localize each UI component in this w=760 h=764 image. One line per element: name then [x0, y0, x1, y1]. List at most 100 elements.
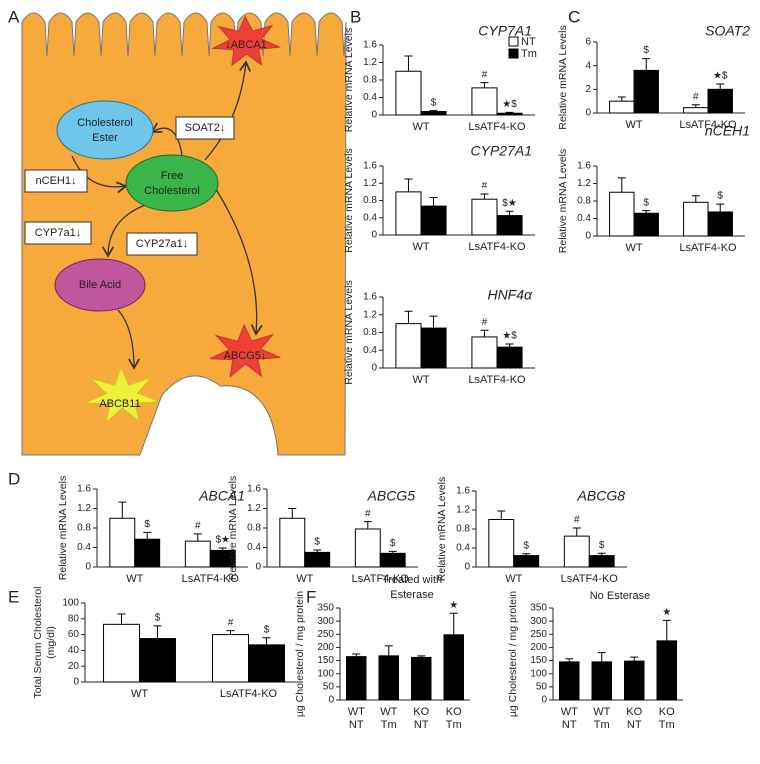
significance-label: $★ [502, 198, 517, 209]
legend-swatch [508, 48, 519, 59]
bar [496, 112, 523, 116]
error-bar [384, 645, 393, 656]
significance-label: ★$ [502, 331, 517, 342]
y-tick-label: 0.4 [363, 92, 377, 103]
bar [354, 528, 381, 568]
bar [420, 327, 447, 369]
x-tick-label: WT [412, 121, 429, 133]
significance-label: $ [431, 97, 437, 108]
y-tick-label: 1.6 [577, 161, 591, 172]
y-tick-label: 0.8 [363, 195, 377, 206]
y-tick-label: 0 [585, 231, 591, 242]
significance-label: $ [144, 519, 150, 530]
node-label: Free [161, 170, 184, 182]
error-bar [617, 177, 626, 193]
transporter [209, 323, 281, 378]
significance-label: # [228, 617, 234, 628]
y-tick-label: 50 [323, 681, 335, 692]
x-tick-label: LsATF4-KO [468, 121, 526, 133]
error-bar [630, 656, 639, 662]
bar [496, 346, 523, 369]
y-tick-label: 1.2 [77, 503, 91, 514]
significance-label: $ [264, 624, 270, 635]
significance-label: # [365, 508, 371, 519]
bar [248, 644, 285, 683]
chart-title: HNF4α [487, 287, 533, 303]
arrow [117, 309, 140, 370]
error-bar [363, 521, 372, 529]
y-axis-label: Relative mRNA Levels [343, 280, 355, 384]
panel-label: C [568, 7, 580, 26]
y-tick-label: 1.2 [456, 505, 470, 516]
bar [707, 211, 733, 237]
error-bar [193, 533, 202, 542]
bar [591, 661, 612, 701]
error-bar [505, 343, 514, 348]
x-tick-label: WT [561, 706, 578, 718]
y-tick-label: 40 [68, 645, 80, 656]
error-bar [642, 210, 651, 214]
y-tick-label: 6 [585, 37, 591, 48]
error-bar [497, 510, 506, 520]
x-tick-label: LsATF4-KO [468, 241, 526, 253]
bar [496, 215, 523, 236]
chart-title: SOAT2 [705, 23, 750, 39]
significance-label: # [482, 317, 488, 328]
y-tick-label: 0 [541, 695, 547, 706]
bar [633, 212, 659, 237]
y-tick-label: 2 [585, 84, 591, 95]
y-axis-label: Relative mRNA Levels [343, 28, 355, 132]
x-tick-label: LsATF4-KO [182, 573, 240, 585]
error-bar [429, 315, 438, 329]
bar [103, 623, 140, 683]
y-tick-label: 0.8 [363, 75, 377, 86]
enzyme-box [175, 116, 235, 140]
y-tick-label: 1.6 [247, 484, 261, 495]
significance-label: ★ [662, 607, 671, 618]
y-tick-label: 100 [530, 668, 547, 679]
error-bar [153, 625, 162, 639]
y-axis-label: Relative mRNA Levels [557, 25, 569, 129]
y-tick-label: 150 [530, 655, 547, 666]
node-label: Bile Acid [79, 279, 121, 291]
y-tick-label: 0.8 [577, 196, 591, 207]
error-bar [642, 58, 651, 71]
bar [395, 323, 422, 369]
chart-title: Esterase [390, 589, 433, 601]
significance-label: # [693, 91, 699, 102]
error-bar [262, 637, 271, 645]
y-tick-label: 60 [68, 629, 80, 640]
transporter [211, 15, 282, 67]
significance-label: $ [717, 191, 723, 202]
error-bar [691, 104, 700, 108]
x-tick-label: LsATF4-KO [679, 119, 737, 131]
error-bar [662, 619, 671, 641]
bar [471, 336, 498, 369]
significance-label: ★$ [502, 99, 517, 110]
bar [420, 111, 447, 116]
y-axis-label: Relative mRNA Levels [343, 148, 355, 252]
y-axis-label: µg Cholesterol / mg protein [507, 591, 519, 717]
x-tick-label: WT [131, 688, 148, 700]
transporter-label: ABCG5↓ [224, 350, 267, 362]
y-tick-label: 0.4 [247, 542, 261, 553]
y-tick-label: 1.2 [363, 57, 377, 68]
panel-label: F [306, 587, 316, 606]
error-bar [417, 655, 426, 658]
significance-label: $ [643, 45, 649, 56]
error-bar [522, 553, 531, 556]
y-tick-label: 1.6 [456, 486, 470, 497]
bar [559, 661, 580, 701]
x-tick-label: LsATF4-KO [561, 573, 619, 585]
error-bar [716, 83, 725, 90]
bar [588, 555, 615, 568]
bar [683, 107, 709, 114]
x-tick-label: WT [593, 706, 610, 718]
y-tick-label: 0 [371, 110, 377, 121]
chart-title: Treated with [382, 574, 442, 586]
error-bar [480, 193, 489, 200]
x-tick-label: NT [414, 719, 429, 731]
significance-label: # [482, 181, 488, 192]
bile-acid [54, 258, 146, 312]
